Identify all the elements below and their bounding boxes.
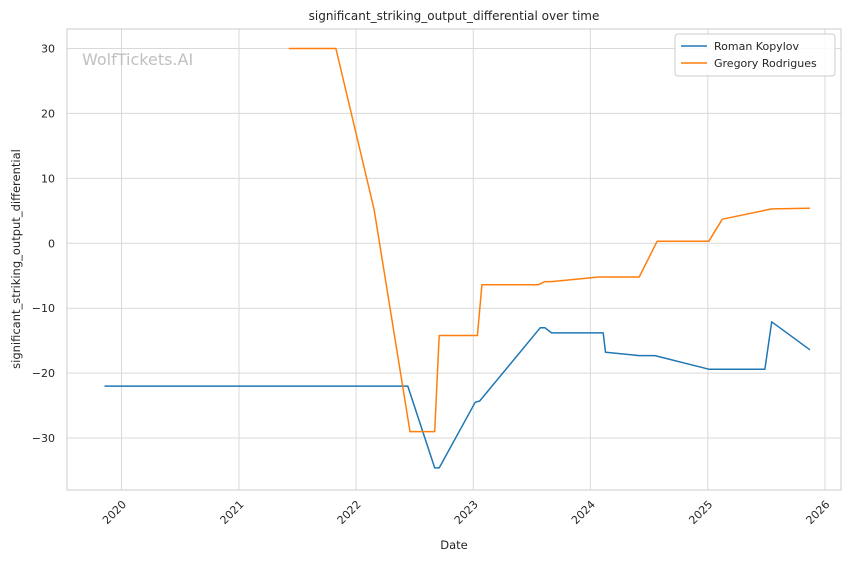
- legend-box: [674, 33, 836, 77]
- series-layer: [104, 47, 811, 469]
- x-axis-label: Date: [440, 538, 468, 552]
- y-tick-label: 20: [41, 107, 55, 120]
- y-tick-labels: −30 −20 −10 0 10 20 30: [32, 42, 55, 445]
- series-line-2: [288, 47, 810, 433]
- watermark: WolfTickets.AI: [82, 50, 193, 69]
- legend-entry-label: Roman Kopylov: [714, 40, 799, 53]
- chart-title: significant_striking_output_differential…: [309, 9, 600, 23]
- legend-entry-label: Gregory Rodrigues: [714, 57, 817, 70]
- y-tick-label: −30: [32, 432, 55, 445]
- y-tick-label: 0: [48, 237, 55, 250]
- y-axis-label: significant_striking_output_differential: [9, 149, 23, 369]
- series-line-1: [104, 321, 811, 469]
- y-tick-label: −10: [32, 302, 55, 315]
- y-tick-label: 30: [41, 42, 55, 55]
- plot-frame: [66, 28, 842, 491]
- y-tick-label: 10: [41, 172, 55, 185]
- y-tick-label: −20: [32, 367, 55, 380]
- legend: Roman Kopylov Gregory Rodrigues: [674, 33, 836, 77]
